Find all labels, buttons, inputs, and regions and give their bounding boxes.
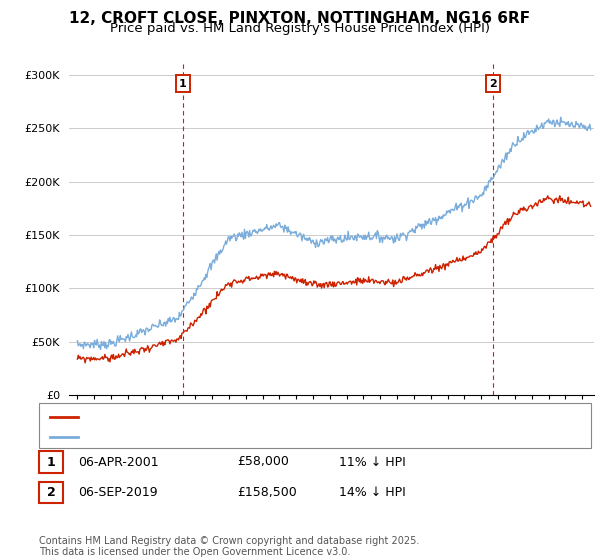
Text: Contains HM Land Registry data © Crown copyright and database right 2025.
This d: Contains HM Land Registry data © Crown c…: [39, 535, 419, 557]
Text: 2: 2: [47, 486, 55, 500]
Text: 06-APR-2001: 06-APR-2001: [78, 455, 158, 469]
Text: £158,500: £158,500: [237, 486, 297, 500]
Text: 12, CROFT CLOSE, PINXTON, NOTTINGHAM, NG16 6RF: 12, CROFT CLOSE, PINXTON, NOTTINGHAM, NG…: [70, 11, 530, 26]
Text: 2: 2: [489, 78, 497, 88]
Text: 11% ↓ HPI: 11% ↓ HPI: [339, 455, 406, 469]
Text: 1: 1: [179, 78, 187, 88]
Text: HPI: Average price, detached house, Bolsover: HPI: Average price, detached house, Bols…: [82, 432, 337, 442]
Text: Price paid vs. HM Land Registry's House Price Index (HPI): Price paid vs. HM Land Registry's House …: [110, 22, 490, 35]
Text: 06-SEP-2019: 06-SEP-2019: [78, 486, 158, 500]
Text: 12, CROFT CLOSE, PINXTON, NOTTINGHAM, NG16 6RF (detached house): 12, CROFT CLOSE, PINXTON, NOTTINGHAM, NG…: [82, 412, 485, 422]
Text: 14% ↓ HPI: 14% ↓ HPI: [339, 486, 406, 500]
Text: £58,000: £58,000: [237, 455, 289, 469]
Text: 1: 1: [47, 455, 55, 469]
